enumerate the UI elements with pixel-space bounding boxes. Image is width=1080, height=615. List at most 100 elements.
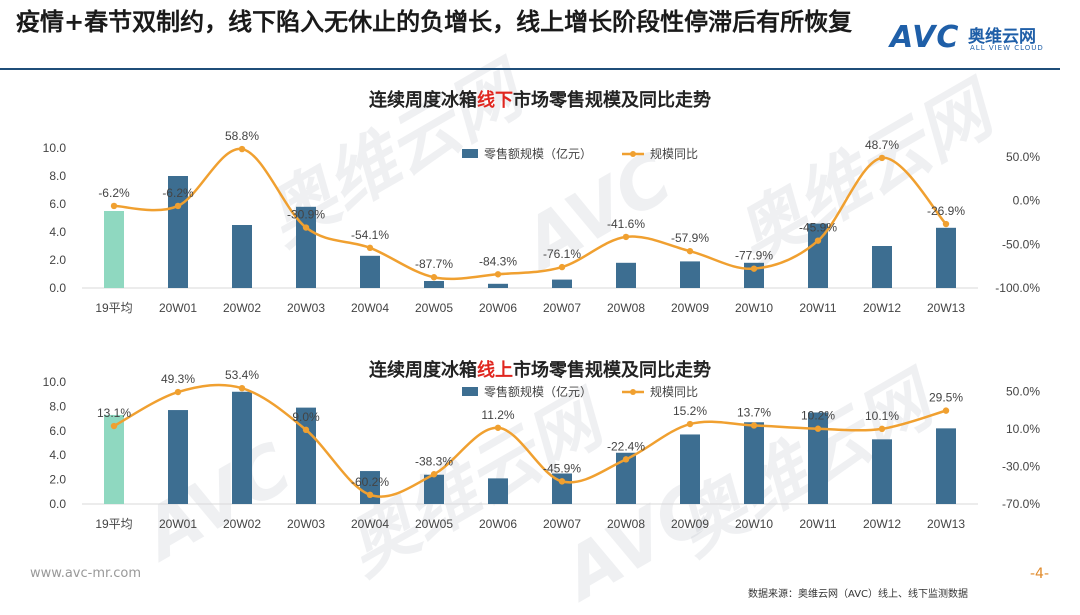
chart-bar [680, 434, 700, 504]
left-axis-tick: 10.0 [43, 375, 67, 389]
data-label: 11.2% [481, 408, 514, 422]
left-axis-tick: 8.0 [49, 399, 66, 413]
chart-bar [616, 262, 636, 288]
x-axis-tick: 20W09 [671, 517, 709, 531]
legend-line-marker [630, 151, 636, 157]
page-title: 疫情+春节双制约，线下陷入无休止的负增长，线上增长阶段性停滞后有所恢复 [16, 8, 853, 36]
x-axis-tick: 19平均 [95, 517, 132, 531]
yoy-point [238, 384, 246, 392]
yoy-point [558, 263, 566, 271]
yoy-point [750, 422, 758, 429]
yoy-point [366, 491, 374, 499]
chart-bar [552, 279, 572, 288]
data-label: -84.3% [479, 254, 517, 268]
data-label: -45.9% [799, 221, 837, 235]
data-label: -57.9% [671, 231, 709, 245]
chart-bar [936, 227, 956, 288]
online-title-post: 市场零售规模及同比走势 [513, 360, 711, 381]
data-label: -87.7% [415, 257, 453, 271]
yoy-point [110, 422, 118, 430]
chart-bar [104, 211, 124, 288]
left-axis-tick: 6.0 [49, 424, 66, 438]
yoy-point [622, 456, 630, 463]
data-label: 49.3% [161, 372, 195, 386]
page-number: -4- [1030, 566, 1050, 582]
yoy-point [686, 420, 694, 428]
yoy-point [622, 233, 630, 241]
data-label: 48.7% [865, 138, 899, 152]
data-label: -60.2% [351, 475, 389, 489]
data-label: -22.4% [607, 439, 645, 453]
online-chart: 0.0 2.0 4.0 6.0 8.0 10.0 -70.0% -30.0% 10.0% 50.0… [43, 370, 1041, 531]
x-axis-tick: 20W08 [607, 517, 645, 531]
chart-bar [232, 225, 252, 288]
right-axis-tick: -50.0% [1002, 237, 1040, 251]
right-axis-tick: -30.0% [1002, 459, 1040, 473]
yoy-point [878, 154, 886, 162]
data-label: -54.1% [351, 228, 389, 242]
yoy-point [494, 424, 502, 431]
data-label: -30.9% [287, 208, 325, 222]
data-label: 58.8% [225, 129, 259, 143]
x-axis-tick: 20W08 [607, 301, 645, 315]
data-label: -77.9% [735, 249, 773, 263]
x-axis-tick: 20W11 [799, 517, 836, 531]
chart-bar [488, 478, 508, 504]
data-label: -26.9% [927, 204, 965, 218]
logo-mark: AVC [890, 20, 960, 55]
yoy-point [110, 202, 118, 210]
chart-bar [872, 439, 892, 504]
chart-bar [872, 246, 892, 288]
yoy-point [494, 271, 502, 278]
yoy-point [366, 244, 374, 252]
yoy-point [430, 471, 438, 478]
yoy-point [302, 224, 310, 231]
yoy-point [942, 407, 950, 414]
x-axis-tick: 20W02 [223, 517, 261, 531]
x-axis-tick: 20W13 [927, 301, 965, 315]
footer-url[interactable]: www.avc-mr.com [30, 566, 142, 581]
right-axis-tick: 50.0% [1006, 150, 1040, 164]
chart-bar [936, 428, 956, 504]
legend-bar-label: 零售额规模（亿元） [484, 384, 592, 399]
data-label: -38.3% [415, 454, 453, 468]
data-label: 15.2% [673, 404, 707, 418]
online-chart-title: 连续周度冰箱线上市场零售规模及同比走势 [0, 356, 1080, 382]
yoy-point [814, 425, 822, 432]
yoy-point [878, 425, 886, 433]
yoy-point [174, 388, 182, 396]
offline-chart-title: 连续周度冰箱线下市场零售规模及同比走势 [0, 86, 1080, 112]
data-label: 13.1% [97, 406, 131, 420]
data-label: -41.6% [607, 217, 645, 231]
data-label: 9.0% [292, 410, 320, 424]
yoy-point [174, 202, 182, 210]
left-axis-tick: 0.0 [49, 281, 66, 295]
chart-bar [424, 281, 444, 288]
left-axis-tick: 0.0 [49, 497, 66, 511]
chart-bar [488, 283, 508, 288]
data-label: -6.2% [98, 186, 130, 200]
yoy-point [750, 265, 758, 272]
data-label: 53.4% [225, 370, 259, 382]
x-axis-tick: 20W10 [735, 301, 773, 315]
x-axis-tick: 20W09 [671, 301, 709, 315]
left-axis-tick: 2.0 [49, 253, 66, 267]
x-axis-tick: 20W06 [479, 301, 517, 315]
data-label: 13.7% [737, 405, 771, 419]
x-axis-tick: 20W03 [287, 301, 325, 315]
x-axis-tick: 20W04 [351, 301, 389, 315]
yoy-line [113, 383, 947, 498]
online-title-highlight: 线上 [477, 360, 513, 381]
data-label: 10.1% [865, 409, 899, 423]
left-axis-tick: 6.0 [49, 197, 66, 211]
x-axis-tick: 20W05 [415, 517, 453, 531]
data-label: 10.2% [801, 409, 835, 423]
yoy-point [942, 220, 950, 228]
chart-bar [808, 223, 828, 288]
right-axis-tick: 10.0% [1006, 422, 1040, 436]
x-axis-tick: 20W12 [863, 301, 901, 315]
right-axis-tick: 0.0% [1013, 194, 1041, 208]
yoy-point [430, 274, 438, 281]
left-axis-tick: 4.0 [49, 448, 66, 462]
offline-title-pre: 连续周度冰箱 [369, 90, 477, 111]
